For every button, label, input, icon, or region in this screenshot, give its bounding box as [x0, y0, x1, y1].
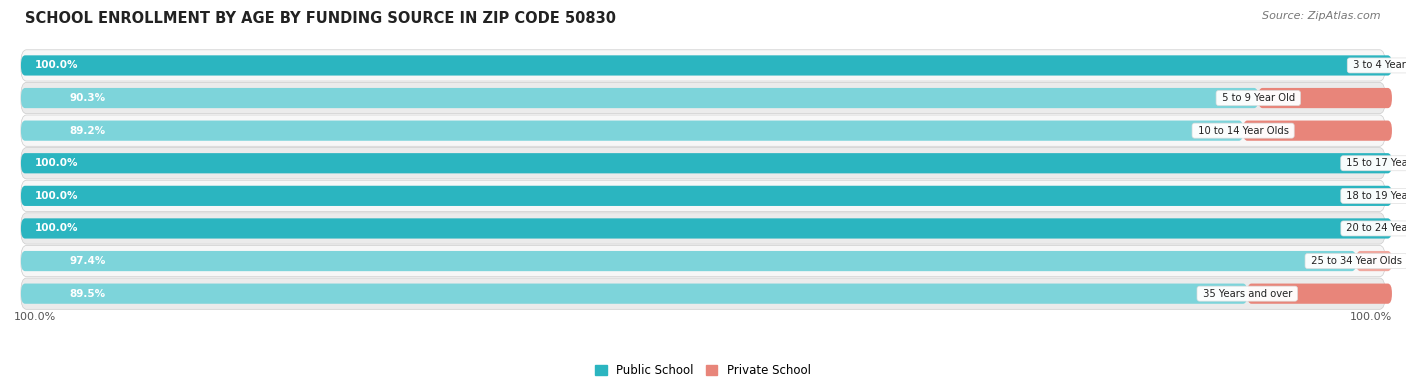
FancyBboxPatch shape: [21, 88, 1258, 108]
FancyBboxPatch shape: [1392, 186, 1406, 206]
FancyBboxPatch shape: [21, 50, 1385, 81]
Text: 10 to 14 Year Olds: 10 to 14 Year Olds: [1195, 125, 1292, 136]
Text: 89.5%: 89.5%: [69, 289, 105, 299]
Text: Source: ZipAtlas.com: Source: ZipAtlas.com: [1263, 11, 1381, 21]
FancyBboxPatch shape: [21, 115, 1385, 146]
FancyBboxPatch shape: [1392, 218, 1406, 239]
FancyBboxPatch shape: [1258, 88, 1392, 108]
FancyBboxPatch shape: [21, 278, 1385, 309]
Text: 100.0%: 100.0%: [1350, 311, 1392, 322]
FancyBboxPatch shape: [21, 186, 1392, 206]
Text: 35 Years and over: 35 Years and over: [1199, 289, 1295, 299]
Text: 100.0%: 100.0%: [35, 191, 79, 201]
FancyBboxPatch shape: [21, 82, 1385, 114]
Text: 20 to 24 Year Olds: 20 to 24 Year Olds: [1343, 223, 1406, 234]
Text: 90.3%: 90.3%: [69, 93, 105, 103]
Text: 3 to 4 Year Olds: 3 to 4 Year Olds: [1350, 60, 1406, 70]
Text: 15 to 17 Year Olds: 15 to 17 Year Olds: [1343, 158, 1406, 168]
Text: SCHOOL ENROLLMENT BY AGE BY FUNDING SOURCE IN ZIP CODE 50830: SCHOOL ENROLLMENT BY AGE BY FUNDING SOUR…: [25, 11, 616, 26]
FancyBboxPatch shape: [21, 284, 1247, 304]
Text: 18 to 19 Year Olds: 18 to 19 Year Olds: [1343, 191, 1406, 201]
FancyBboxPatch shape: [21, 55, 1392, 76]
FancyBboxPatch shape: [21, 251, 1357, 271]
FancyBboxPatch shape: [1357, 251, 1392, 271]
FancyBboxPatch shape: [1243, 121, 1392, 141]
FancyBboxPatch shape: [21, 180, 1385, 212]
FancyBboxPatch shape: [21, 218, 1392, 239]
FancyBboxPatch shape: [21, 153, 1392, 174]
Text: 89.2%: 89.2%: [69, 125, 105, 136]
FancyBboxPatch shape: [21, 121, 1243, 141]
Text: 100.0%: 100.0%: [35, 158, 79, 168]
FancyBboxPatch shape: [21, 147, 1385, 179]
FancyBboxPatch shape: [1247, 284, 1392, 304]
FancyBboxPatch shape: [21, 213, 1385, 244]
Text: 100.0%: 100.0%: [35, 60, 79, 70]
FancyBboxPatch shape: [1392, 153, 1406, 174]
FancyBboxPatch shape: [21, 245, 1385, 277]
Text: 100.0%: 100.0%: [14, 311, 56, 322]
FancyBboxPatch shape: [1392, 55, 1406, 76]
Legend: Public School, Private School: Public School, Private School: [595, 364, 811, 377]
Text: 100.0%: 100.0%: [35, 223, 79, 234]
Text: 5 to 9 Year Old: 5 to 9 Year Old: [1219, 93, 1298, 103]
Text: 97.4%: 97.4%: [69, 256, 105, 266]
Text: 25 to 34 Year Olds: 25 to 34 Year Olds: [1308, 256, 1405, 266]
